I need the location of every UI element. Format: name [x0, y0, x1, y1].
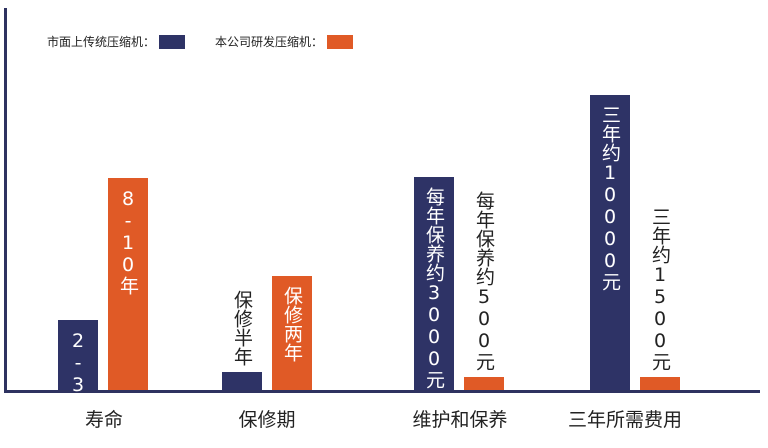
bar-company-0: [108, 178, 148, 390]
bar-label-company-0: 8-10年: [117, 188, 139, 295]
y-axis-line: [4, 8, 7, 393]
bar-label-company-1: 保修两年: [281, 286, 303, 362]
category-label-lifespan: 寿命: [84, 409, 124, 431]
bar-company-1: [272, 276, 312, 390]
bar-traditional-1: [222, 372, 262, 390]
category-label-warranty: 保修期: [238, 409, 296, 431]
legend-label-company: 本公司研发压缩机：: [215, 35, 324, 49]
bar-label-traditional-1: 保修半年: [231, 290, 253, 366]
bar-company-2: [464, 377, 504, 390]
x-axis-line: [4, 390, 760, 393]
bar-label-traditional-0: 2-3年: [67, 330, 89, 415]
bar-label-traditional-3: 三年约10000元: [599, 105, 621, 291]
bar-traditional-0: [58, 320, 98, 390]
category-label-three-year-cost: 三年所需费用: [567, 409, 683, 431]
legend-label-traditional: 市面上传统压缩机：: [47, 35, 156, 49]
bar-label-company-3: 三年约1500元: [649, 207, 671, 371]
legend-item-company: 本公司研发压缩机：: [215, 33, 354, 50]
legend-item-traditional: 市面上传统压缩机：: [47, 33, 186, 50]
bar-company-3: [640, 377, 680, 390]
bar-traditional-2: [414, 177, 454, 390]
legend-swatch-traditional: [159, 34, 186, 49]
bar-label-company-2: 每年保养约500元: [473, 191, 495, 371]
bar-traditional-3: [590, 95, 630, 390]
category-label-maintenance: 维护和保养: [412, 409, 508, 431]
legend-swatch-company: [327, 34, 354, 49]
bar-label-traditional-2: 每年保养约3000元: [423, 187, 445, 389]
